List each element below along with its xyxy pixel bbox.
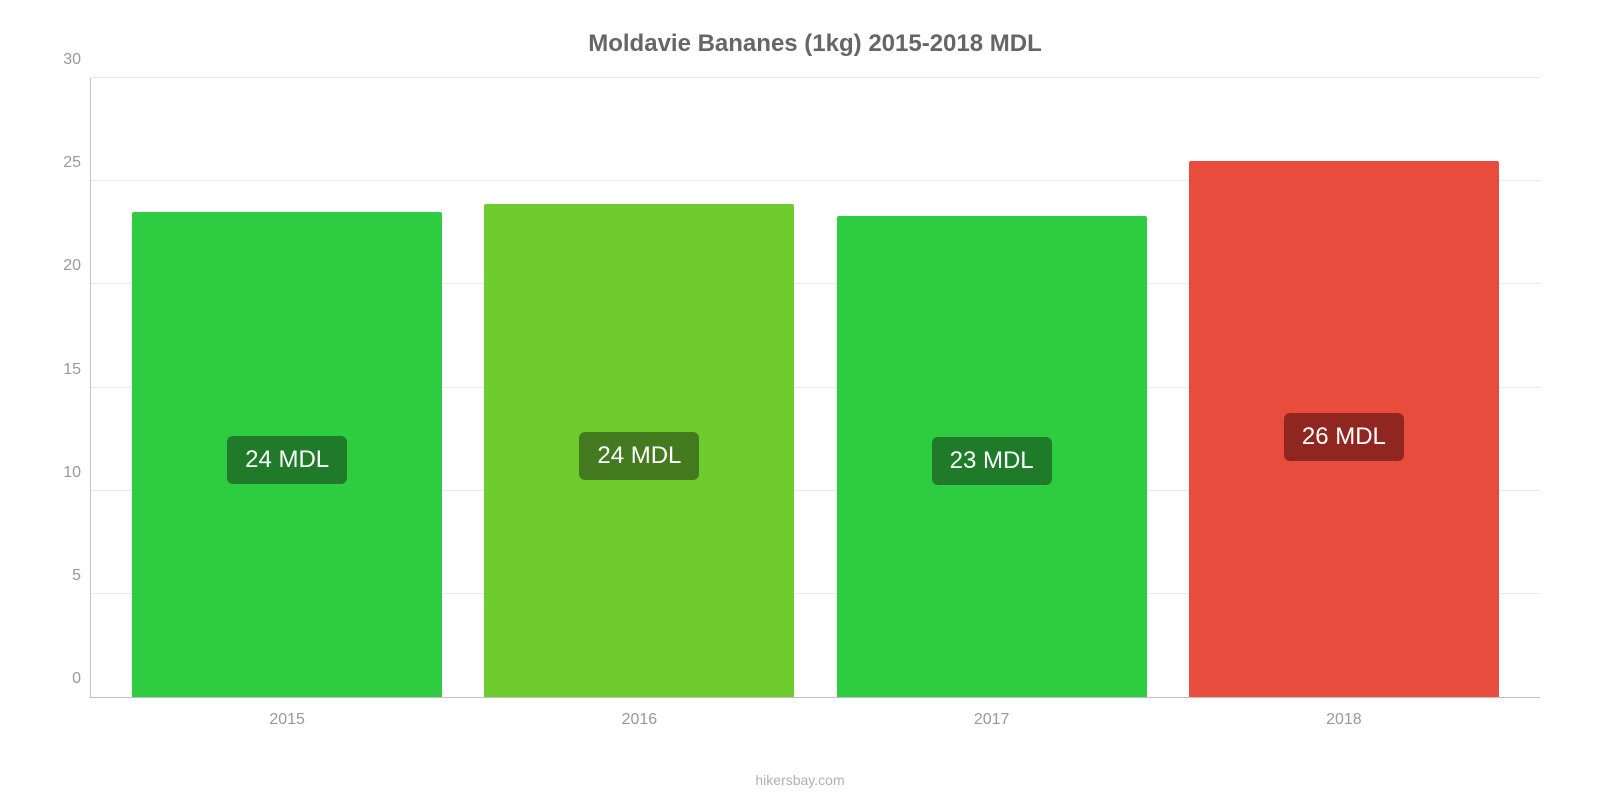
bar-slot: 24 MDL2015 — [111, 78, 463, 697]
chart-plot-area: 051015202530 24 MDL201524 MDL201623 MDL2… — [90, 78, 1540, 698]
ytick-label: 10 — [41, 464, 81, 482]
xtick-label: 2016 — [622, 711, 658, 729]
bar: 26 MDL — [1189, 161, 1499, 697]
bar-value-badge: 23 MDL — [932, 437, 1052, 485]
ytick-label: 5 — [41, 567, 81, 585]
bar: 24 MDL — [132, 212, 442, 697]
bar-slot: 23 MDL2017 — [816, 78, 1168, 697]
bar-value-badge: 24 MDL — [579, 432, 699, 480]
bar-slot: 24 MDL2016 — [463, 78, 815, 697]
bars-group: 24 MDL201524 MDL201623 MDL201726 MDL2018 — [91, 78, 1540, 697]
ytick-label: 30 — [41, 51, 81, 69]
ytick-label: 25 — [41, 154, 81, 172]
bar-slot: 26 MDL2018 — [1168, 78, 1520, 697]
bar-value-badge: 26 MDL — [1284, 413, 1404, 461]
ytick-label: 0 — [41, 670, 81, 688]
ytick-label: 20 — [41, 257, 81, 275]
ytick-label: 15 — [41, 361, 81, 379]
attribution-text: hikersbay.com — [755, 772, 844, 788]
chart-title: Moldavie Bananes (1kg) 2015-2018 MDL — [90, 30, 1540, 58]
chart-container: Moldavie Bananes (1kg) 2015-2018 MDL 0 5 1… — [0, 0, 1600, 800]
xtick-label: 2018 — [1326, 711, 1362, 729]
xtick-label: 2015 — [269, 711, 305, 729]
bar: 23 MDL — [837, 216, 1147, 697]
bar-value-badge: 24 MDL — [227, 436, 347, 484]
bar: 24 MDL — [484, 204, 794, 697]
xtick-label: 2017 — [974, 711, 1010, 729]
